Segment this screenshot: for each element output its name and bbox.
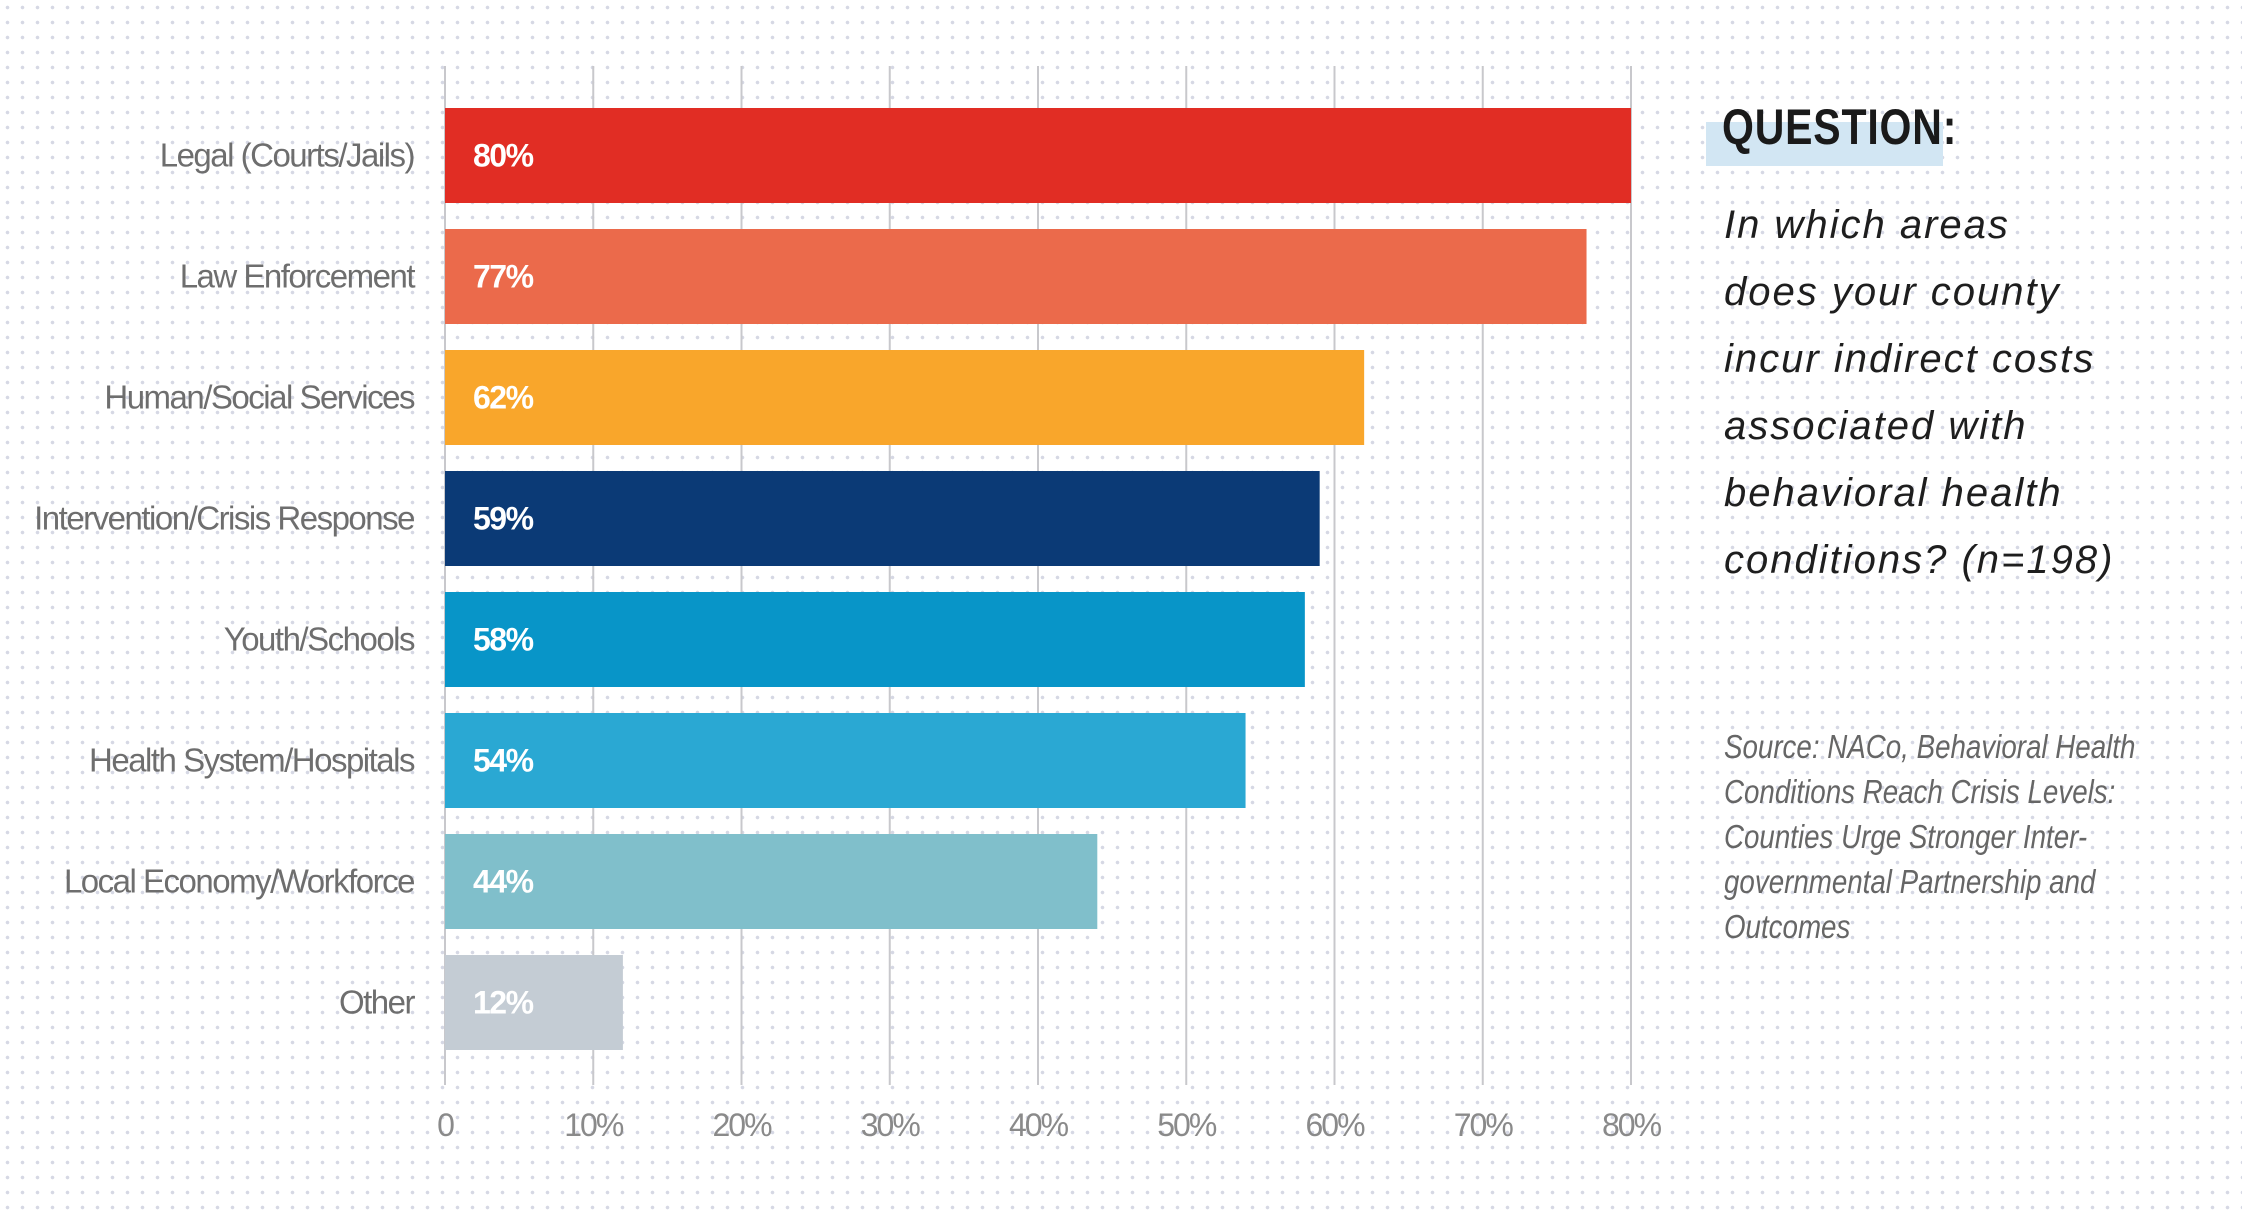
question-highlight (1706, 122, 1943, 166)
question-line: conditions? (n=198) (1724, 538, 2115, 582)
question-line: does your county (1724, 270, 2061, 314)
x-tick-label: 50% (1157, 1107, 1217, 1143)
x-tick-label: 70% (1454, 1107, 1514, 1143)
data-label: 62% (473, 380, 534, 416)
bar (445, 713, 1246, 808)
data-label: 80% (473, 138, 534, 174)
source-line: Conditions Reach Crisis Levels: (1724, 773, 2116, 810)
data-label: 58% (473, 622, 534, 658)
question-line: associated with (1724, 404, 2028, 448)
question-line: behavioral health (1724, 471, 2063, 515)
x-tick-label: 60% (1305, 1107, 1365, 1143)
question-line: In which areas (1724, 203, 2010, 247)
bar (445, 955, 623, 1050)
category-label: Intervention/Crisis Response (34, 500, 414, 537)
data-label: 77% (473, 259, 534, 295)
category-label: Legal (Courts/Jails) (160, 137, 414, 174)
bar (445, 592, 1305, 687)
category-label: Youth/Schools (224, 621, 415, 658)
category-label: Law Enforcement (180, 258, 416, 295)
question-text: In which areas does your county incur in… (1724, 192, 2242, 594)
x-tick-label: 20% (712, 1107, 772, 1143)
source-line: Source: NACo, Behavioral Health (1724, 728, 2136, 765)
source-line: Counties Urge Stronger Inter- (1724, 818, 2088, 855)
bar (445, 471, 1320, 566)
data-label: 12% (473, 985, 534, 1021)
data-label: 59% (473, 501, 534, 537)
data-label: 44% (473, 864, 534, 900)
x-tick-label: 10% (564, 1107, 624, 1143)
x-tick-label: 40% (1009, 1107, 1069, 1143)
category-label: Health System/Hospitals (89, 742, 415, 779)
x-tick-label: 30% (861, 1107, 921, 1143)
data-label: 54% (473, 743, 534, 779)
source-line: governmental Partnership and (1724, 863, 2096, 900)
bar (445, 350, 1365, 445)
bar (445, 834, 1098, 929)
category-label: Other (339, 984, 416, 1021)
x-tick-label: 0 (437, 1107, 454, 1143)
question-title: QUESTION: (1722, 99, 1958, 155)
source-line: Outcomes (1724, 908, 1851, 945)
bar (445, 108, 1631, 203)
category-label: Local Economy/Workforce (64, 863, 414, 900)
x-tick-label: 80% (1602, 1107, 1662, 1143)
category-label: Human/Social Services (104, 379, 415, 416)
question-line: incur indirect costs (1724, 337, 2096, 381)
bar (445, 229, 1587, 324)
source-note: Source: NACo, Behavioral Health Conditio… (1724, 724, 2135, 949)
